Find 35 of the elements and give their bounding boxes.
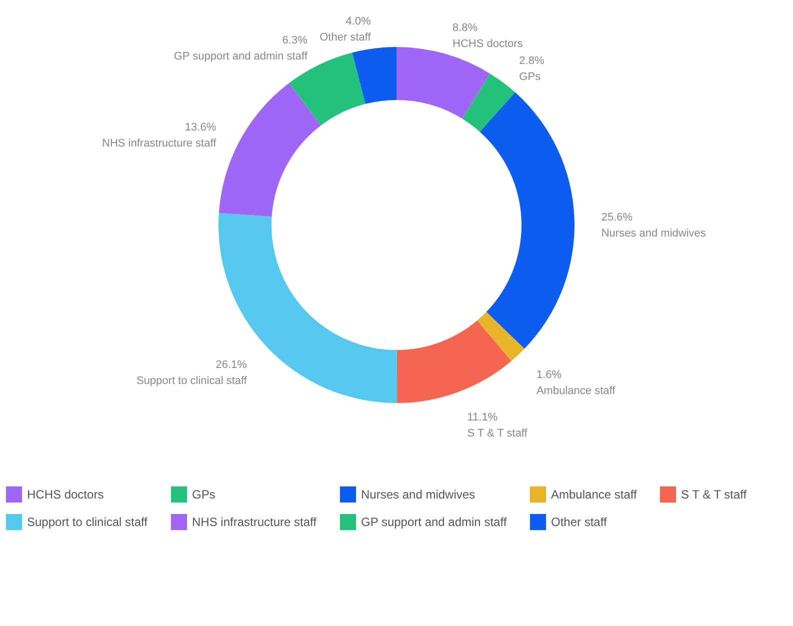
legend-label: GP support and admin staff bbox=[361, 515, 508, 529]
legend-label: S T & T staff bbox=[681, 487, 748, 502]
legend-label: Ambulance staff bbox=[551, 487, 638, 502]
donut-slice bbox=[218, 83, 322, 217]
slice-label: GPs bbox=[519, 70, 542, 83]
legend-label: Other staff bbox=[551, 515, 608, 529]
data-label: 1.6% bbox=[536, 368, 562, 381]
slice-label: Nurses and midwives bbox=[601, 228, 706, 240]
slice-label: Support to clinical staff bbox=[136, 375, 248, 388]
data-label: 13.6% bbox=[184, 122, 216, 134]
slice-label: Ambulance staff bbox=[536, 384, 616, 397]
data-label: 4.0% bbox=[346, 16, 371, 28]
slice-label: Other staff bbox=[320, 32, 372, 44]
donut-slice bbox=[396, 47, 490, 119]
data-label: 26.1% bbox=[216, 359, 248, 372]
slice-label: GP support and admin staff bbox=[174, 50, 308, 62]
data-label: 25.6% bbox=[601, 212, 633, 224]
data-label: 6.3% bbox=[282, 34, 308, 46]
legend-label: NHS infrastructure staff bbox=[192, 515, 318, 529]
legend-label: GPs bbox=[192, 487, 216, 502]
legend-label: Nurses and midwives bbox=[361, 487, 476, 502]
legend-label: Support to clinical staff bbox=[27, 515, 148, 529]
donut-slice bbox=[352, 47, 396, 104]
data-label: 8.8% bbox=[452, 22, 478, 34]
donut-slice bbox=[462, 74, 516, 132]
donut-slice bbox=[477, 312, 524, 361]
data-label: 11.1% bbox=[467, 411, 498, 424]
data-label: 2.8% bbox=[519, 54, 544, 67]
donut-slice bbox=[396, 320, 512, 403]
slice-label: HCHS doctors bbox=[452, 38, 524, 50]
donut-slice bbox=[289, 52, 366, 126]
slice-label: NHS infrastructure staff bbox=[102, 138, 218, 150]
donut-slice bbox=[480, 92, 574, 349]
slice-label: S T & T staff bbox=[467, 427, 528, 440]
legend-label: HCHS doctors bbox=[27, 487, 104, 502]
